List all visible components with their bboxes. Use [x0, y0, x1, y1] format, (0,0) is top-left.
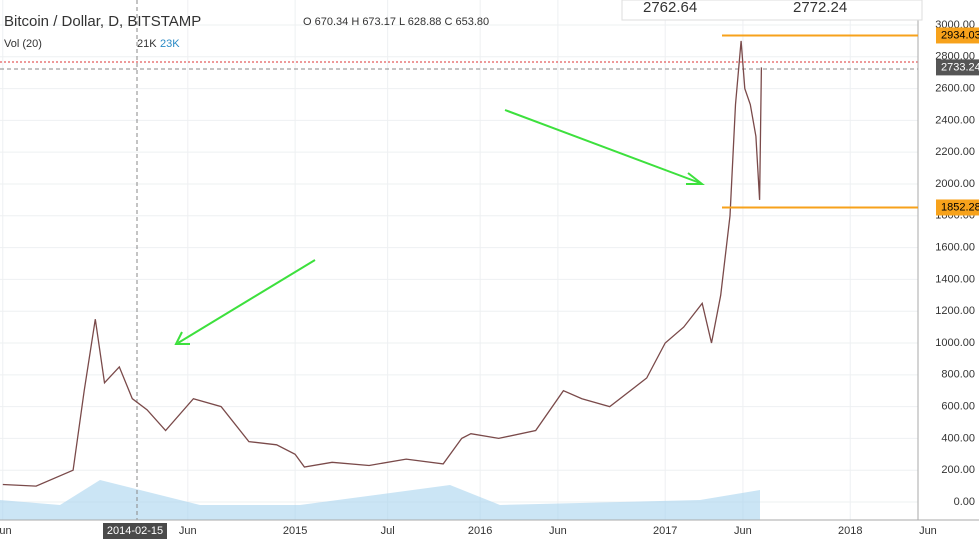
price-line	[2, 40, 763, 487]
volume-area	[0, 480, 760, 520]
x-tick-label: 2015	[283, 525, 307, 537]
x-tick-label: 2016	[468, 525, 492, 537]
chart-title: Bitcoin / Dollar, D, BITSTAMP	[4, 13, 201, 30]
y-tick-label: 1000.00	[935, 337, 975, 349]
x-tick-label: Jun	[734, 525, 752, 537]
arrow-head	[686, 172, 705, 185]
y-tick-label: 1200.00	[935, 305, 975, 317]
crosshair-label-box	[103, 523, 167, 539]
volume-value: 23K	[160, 38, 180, 50]
y-tick-label: 2600.00	[935, 82, 975, 94]
last-price-label: 2733.24	[941, 61, 979, 73]
y-tick-label: 1600.00	[935, 242, 975, 254]
crosshair-label: 2014-02-15	[107, 525, 163, 537]
y-tick-label: 600.00	[941, 401, 975, 413]
arrow	[504, 109, 701, 184]
x-tick-label: Jun	[919, 525, 937, 537]
y-tick-label: 400.00	[941, 432, 975, 444]
x-tick-label: Jun	[0, 525, 12, 537]
y-tick-label: 1400.00	[935, 273, 975, 285]
x-tick-label: 2017	[653, 525, 677, 537]
quote: 2772.24	[793, 0, 847, 16]
quote: 2762.64	[643, 0, 697, 16]
last-price-box	[936, 59, 979, 76]
ohlc: O 670.34 H 673.17 L 628.88 C 653.80	[303, 16, 489, 28]
arrow	[177, 259, 316, 344]
price-label: 2934.03	[941, 29, 979, 41]
x-tick-label: Jun	[179, 525, 197, 537]
y-tick-label: 200.00	[941, 464, 975, 476]
y-tick-label: 800.00	[941, 369, 975, 381]
price-axis	[918, 0, 979, 539]
x-tick-label: Jul	[381, 525, 395, 537]
y-tick-label: 2400.00	[935, 114, 975, 126]
x-tick-label: 2018	[838, 525, 862, 537]
y-tick-label: 2000.00	[935, 178, 975, 190]
y-tick-label: 2200.00	[935, 146, 975, 158]
quote-box	[621, 0, 923, 21]
price-label: 1852.28	[941, 201, 979, 213]
price-label-box	[936, 199, 979, 216]
volume-value: 21K	[137, 38, 157, 50]
arrow-head	[174, 331, 190, 345]
x-tick-label: Jun	[549, 525, 567, 537]
price-label-box	[936, 27, 979, 44]
volume-title: Vol (20)	[4, 38, 42, 50]
y-tick-label: 0.00	[954, 496, 975, 508]
